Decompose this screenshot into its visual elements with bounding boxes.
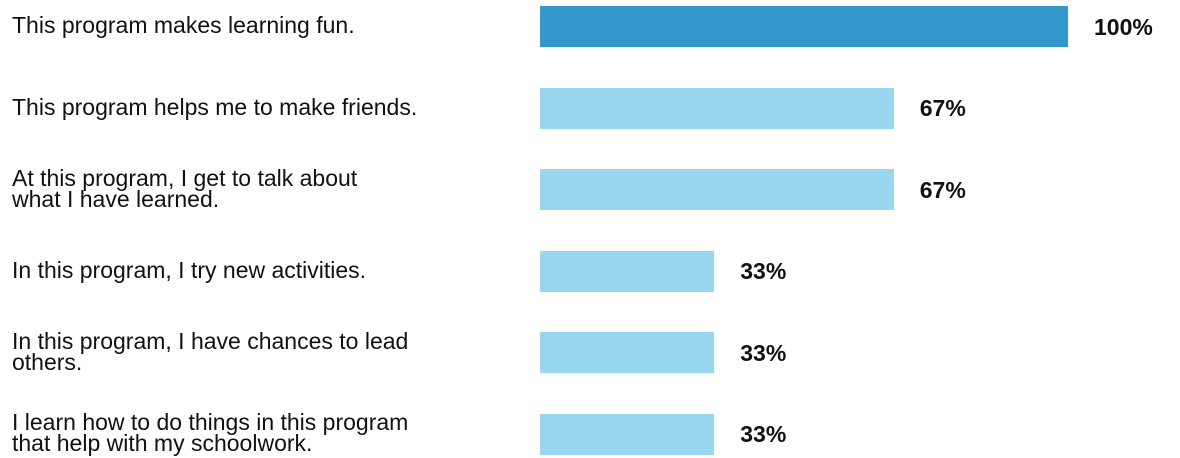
category-label: This program makes learning fun.: [12, 12, 355, 38]
bar: [540, 250, 715, 292]
value-label: 67%: [919, 95, 966, 121]
bar: [540, 413, 715, 455]
value-label: 100%: [1094, 13, 1153, 40]
category-label: In this program, I have chances to lead …: [12, 327, 409, 375]
bar: [540, 332, 715, 373]
value-label: 33%: [740, 258, 787, 284]
category-label: At this program, I get to talk about wha…: [12, 164, 358, 212]
value-label: 33%: [740, 339, 787, 366]
category-label: In this program, I try new activities.: [12, 256, 367, 283]
category-label: This program helps me to make friends.: [12, 93, 418, 120]
bar: [540, 6, 1068, 47]
bar: [540, 87, 894, 129]
value-label: 67%: [919, 176, 966, 203]
bar: [540, 169, 894, 210]
value-label: 33%: [740, 421, 787, 447]
category-label: I learn how to do things in this program…: [12, 409, 409, 456]
